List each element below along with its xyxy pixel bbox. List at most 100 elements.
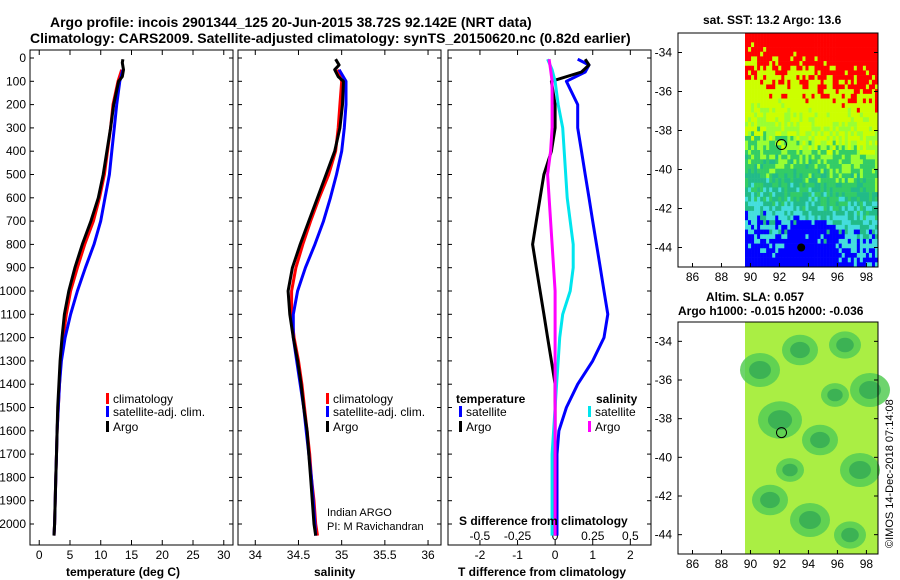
sst-cell	[856, 121, 861, 127]
sst-cell	[823, 93, 827, 99]
sst-cell	[775, 107, 779, 113]
sst-cell	[781, 201, 785, 207]
sst-cell	[865, 70, 870, 76]
sst-cell	[829, 107, 833, 113]
sst-cell	[808, 103, 812, 109]
sst-cell	[763, 154, 767, 160]
sst-cell	[745, 252, 749, 258]
sst-cell	[826, 103, 830, 109]
sst-cell	[856, 89, 861, 95]
difference-axis-ticks: -2 -1 0 1 2-0.5 -0.25 0 0.25 0.5	[448, 50, 651, 562]
sst-cell	[784, 51, 788, 57]
sst-cell	[829, 75, 833, 81]
sst-cell	[799, 75, 803, 81]
sst-cell	[817, 164, 821, 170]
sst-cell	[844, 201, 849, 207]
sst-cell	[772, 178, 776, 184]
sst-cell	[745, 98, 749, 104]
sst-cell	[769, 248, 773, 254]
sst-cell	[874, 238, 879, 244]
sst-cell	[766, 112, 770, 118]
sst-cell	[829, 70, 833, 76]
sst-cell	[832, 42, 836, 48]
sst-cell	[856, 140, 861, 146]
sst-cell	[772, 107, 776, 113]
sst-cell	[754, 229, 758, 235]
sst-cell	[859, 229, 864, 235]
sst-cell	[859, 84, 864, 90]
sst-cell	[751, 98, 755, 104]
sst-cell	[847, 37, 852, 43]
sst-cell	[832, 201, 836, 207]
sst-cell	[814, 257, 818, 263]
sst-cell	[763, 248, 767, 254]
sst-cell	[817, 201, 821, 207]
sst-cell	[754, 168, 758, 174]
sst-cell	[868, 103, 873, 109]
sst-cell	[853, 79, 858, 85]
sst-cell	[835, 173, 839, 179]
sst-cell	[802, 79, 806, 85]
sst-cell	[841, 75, 846, 81]
sst-cell	[814, 70, 818, 76]
sst-cell	[841, 192, 846, 198]
sst-cell	[868, 252, 873, 258]
sst-cell	[865, 135, 870, 141]
sst-cell	[820, 140, 824, 146]
sst-cell	[838, 107, 843, 113]
sst-cell	[775, 229, 779, 235]
sst-cell	[778, 51, 782, 57]
sst-cell	[772, 140, 776, 146]
sst-cell	[760, 238, 764, 244]
sst-cell	[814, 47, 818, 53]
sst-cell	[754, 70, 758, 76]
sst-cell	[838, 93, 843, 99]
sst-cell	[814, 248, 818, 254]
sst-cell	[841, 196, 846, 202]
sst-cell	[763, 131, 767, 137]
sst-cell	[823, 192, 827, 198]
sst-cell	[769, 98, 773, 104]
sst-cell	[760, 37, 764, 43]
sst-cell	[835, 215, 839, 221]
sst-cell	[820, 70, 824, 76]
sst-cell	[790, 229, 794, 235]
sst-cell	[847, 131, 852, 137]
sst-cell	[838, 135, 843, 141]
sst-cell	[763, 145, 767, 151]
sst-cell	[850, 79, 855, 85]
sst-cell	[796, 121, 800, 127]
sst-cell	[859, 173, 864, 179]
sst-cell	[784, 210, 788, 216]
sst-cell	[778, 215, 782, 221]
sst-cell	[772, 37, 776, 43]
sst-cell	[844, 117, 849, 123]
sst-cell	[751, 248, 755, 254]
sst-cell	[802, 154, 806, 160]
sst-cell	[835, 178, 839, 184]
sst-cell	[763, 159, 767, 165]
sst-cell	[799, 103, 803, 109]
sst-cell	[865, 103, 870, 109]
sst-cell	[778, 135, 782, 141]
depth-tick-label: 700	[6, 214, 26, 228]
sst-cell	[850, 98, 855, 104]
sst-cell	[793, 75, 797, 81]
sst-cell	[838, 33, 843, 38]
sst-cell	[838, 234, 843, 240]
sst-cell	[856, 112, 861, 118]
sst-cell	[793, 61, 797, 67]
sst-cell	[865, 164, 870, 170]
sst-cell	[865, 42, 870, 48]
sst-cell	[871, 42, 876, 48]
sst-cell	[865, 196, 870, 202]
sst-cell	[772, 51, 776, 57]
sst-cell	[862, 103, 867, 109]
sst-cell	[751, 93, 755, 99]
sst-cell	[811, 107, 815, 113]
sst-cell	[763, 103, 767, 109]
sst-cell	[829, 37, 833, 43]
sst-cell	[847, 61, 852, 67]
sst-cell	[793, 145, 797, 151]
sst-cell	[862, 98, 867, 104]
